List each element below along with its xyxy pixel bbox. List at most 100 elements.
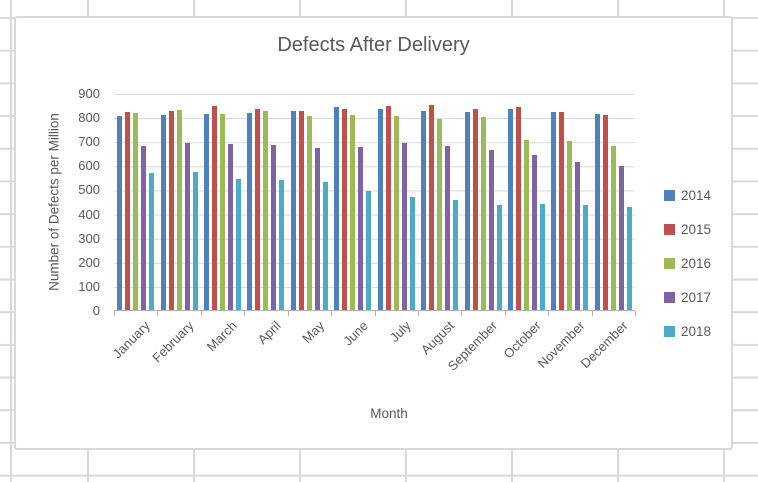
chart-title: Defects After Delivery [277,34,470,56]
bar-cluster-april [244,94,287,310]
bar-2014-april[interactable] [247,112,253,310]
bar-2017-october[interactable] [531,155,537,310]
legend-item-2016[interactable]: 2016 [664,256,711,271]
bar-2015-january[interactable] [125,111,131,310]
bar-2016-may[interactable] [306,116,312,310]
bar-2017-june[interactable] [358,146,364,310]
x-tick-mark [331,311,333,316]
x-tick-mark [635,311,636,316]
bar-2014-march[interactable] [204,114,210,310]
x-category-label-text: May [299,318,327,346]
bar-2014-june[interactable] [334,106,340,310]
bar-2017-march[interactable] [228,144,234,310]
bar-cluster-september [461,94,504,310]
y-tick-label-100: 100 [78,278,100,294]
x-tick-mark [417,311,419,316]
bar-2014-august[interactable] [421,111,427,310]
legend-item-2018[interactable]: 2018 [664,324,711,339]
bar-2014-january[interactable] [117,115,123,310]
bar-2018-december[interactable] [626,206,632,310]
bar-2014-may[interactable] [290,110,296,310]
x-category-label-text: February [149,318,197,366]
bar-2015-may[interactable] [298,111,304,310]
bar-2018-june[interactable] [366,191,372,310]
bar-2014-december[interactable] [594,113,600,310]
x-tick-mark [591,311,593,316]
bar-2016-august[interactable] [437,118,443,310]
bar-2018-july[interactable] [409,196,415,310]
bar-2017-january[interactable] [141,146,147,310]
bar-2017-august[interactable] [445,145,451,310]
bar-2016-september[interactable] [480,117,486,310]
bar-2014-october[interactable] [507,108,513,310]
bar-2017-april[interactable] [271,145,277,310]
x-tick-mark [374,311,376,316]
bar-cluster-december [592,94,635,310]
bar-2015-august[interactable] [429,104,435,310]
bar-2015-november[interactable] [559,111,565,310]
bar-2016-january[interactable] [133,113,139,310]
bar-2018-march[interactable] [236,179,242,310]
bar-2018-september[interactable] [496,204,502,310]
bar-2018-october[interactable] [539,203,545,310]
x-category-label-text: July [386,318,414,345]
bar-2015-june[interactable] [342,108,348,310]
legend-label-2016: 2016 [681,256,712,271]
bar-2016-february[interactable] [176,109,182,310]
legend-item-2014[interactable]: 2014 [664,188,711,203]
y-tick-label-500: 500 [78,182,100,198]
bar-2017-september[interactable] [488,150,494,310]
legend-marker-2014 [664,190,675,201]
x-tick-mark [461,311,463,316]
bar-2017-july[interactable] [401,143,407,310]
bar-2018-may[interactable] [322,182,328,310]
bar-2015-july[interactable] [385,106,391,310]
bar-2017-may[interactable] [314,148,320,310]
bar-2016-april[interactable] [263,111,269,310]
y-tick-label-700: 700 [78,134,100,150]
bar-2018-january[interactable] [149,173,155,310]
bar-2014-february[interactable] [160,115,166,310]
bar-2016-march[interactable] [220,113,226,310]
bar-2015-april[interactable] [255,108,261,310]
legend-marker-2017 [664,292,675,303]
legend-label-2014: 2014 [681,188,712,203]
bar-2016-october[interactable] [523,139,529,310]
bar-2017-february[interactable] [184,143,190,310]
bar-2015-september[interactable] [472,109,478,310]
x-tick-mark [114,311,115,316]
bar-2015-december[interactable] [602,114,608,310]
bar-2018-april[interactable] [279,180,285,310]
bar-2018-november[interactable] [583,205,589,310]
bar-2014-november[interactable] [551,112,557,310]
bar-2018-august[interactable] [453,200,459,310]
bar-cluster-october [505,94,548,310]
bar-2014-july[interactable] [377,108,383,310]
bar-cluster-may [288,94,331,310]
bar-2015-march[interactable] [212,106,218,310]
bar-2018-february[interactable] [192,172,198,310]
x-tick-mark [157,311,159,316]
bar-2016-december[interactable] [610,145,616,310]
legend-item-2015[interactable]: 2015 [664,222,711,237]
legend-item-2017[interactable]: 2017 [664,290,711,305]
bar-2017-november[interactable] [575,162,581,310]
legend-label-2018: 2018 [681,324,712,339]
bar-2015-february[interactable] [168,110,174,310]
bar-2015-october[interactable] [515,106,521,310]
legend-label-2017: 2017 [681,290,712,305]
legend-label-2015: 2015 [681,222,712,237]
x-tick-mark [200,311,202,316]
y-tick-label-800: 800 [78,110,100,126]
x-tick-mark [504,311,506,316]
bar-2016-november[interactable] [567,140,573,310]
bar-2016-july[interactable] [393,115,399,310]
bar-cluster-july [375,94,418,310]
y-tick-label-0: 0 [92,303,100,318]
bar-2017-december[interactable] [618,165,624,310]
bar-2016-june[interactable] [350,115,356,310]
chart-canvas[interactable]: Defects After Delivery Number of Defects… [14,16,733,450]
bar-cluster-august [418,94,461,310]
bar-2014-september[interactable] [464,111,470,310]
